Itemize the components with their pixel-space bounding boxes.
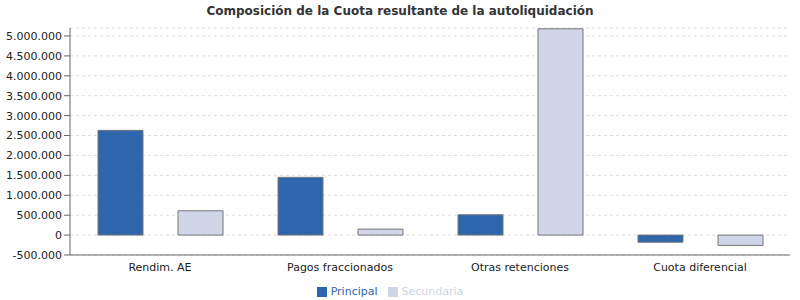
- svg-text:Cuota diferencial: Cuota diferencial: [653, 261, 747, 274]
- svg-text:500.000: 500.000: [17, 209, 63, 222]
- svg-text:3.000.000: 3.000.000: [8, 110, 62, 123]
- svg-text:2.500.000: 2.500.000: [8, 129, 62, 142]
- svg-text:4.500.000: 4.500.000: [8, 50, 62, 63]
- html-text:Secundaria: Secundaria: [401, 285, 464, 298]
- html-text:Principal: Principal: [330, 285, 378, 298]
- svg-text:2.000.000: 2.000.000: [8, 149, 62, 162]
- svg-text:-500.000: -500.000: [13, 249, 62, 262]
- svg-text:4.000.000: 4.000.000: [8, 70, 62, 83]
- svg-text:1.000.000: 1.000.000: [8, 189, 62, 202]
- svg-text:3.500.000: 3.500.000: [8, 90, 62, 103]
- svg-text:Otras retenciones: Otras retenciones: [471, 261, 569, 274]
- svg-text:0: 0: [55, 229, 62, 242]
- svg-text:5.000.000: 5.000.000: [8, 30, 62, 43]
- html-text:Composición de la Cuota result: Composición de la Cuota resultante de la…: [206, 4, 594, 18]
- svg-text:Rendim. AE: Rendim. AE: [128, 261, 191, 274]
- svg-text:Pagos fraccionados: Pagos fraccionados: [287, 261, 393, 274]
- svg-text:1.500.000: 1.500.000: [8, 169, 62, 182]
